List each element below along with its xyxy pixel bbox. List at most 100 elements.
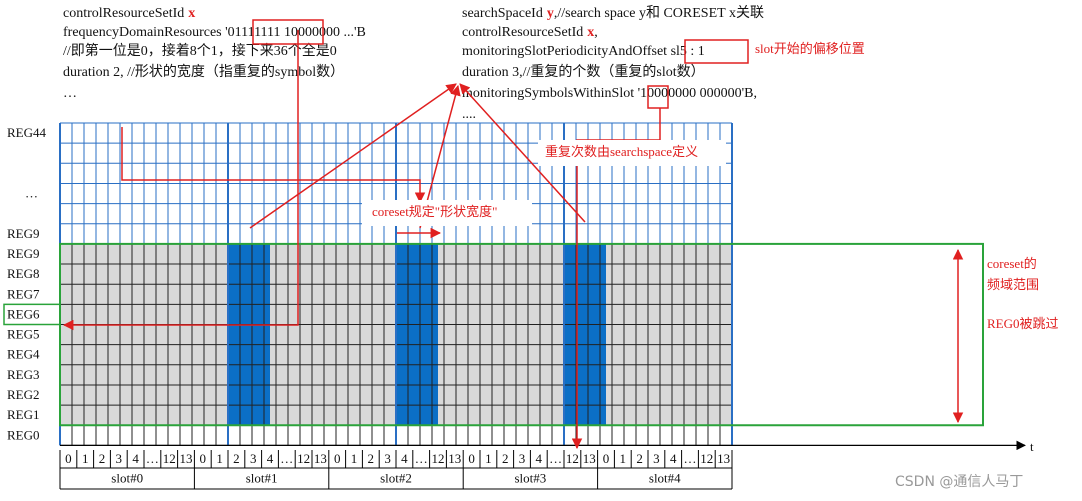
row-label: REG1: [7, 407, 40, 422]
symbol-label: 3: [384, 451, 391, 466]
symbol-label: 12: [163, 451, 176, 466]
row-label: REG8: [7, 266, 40, 281]
note-segment: …: [63, 86, 77, 101]
note-line: duration 3,//重复的个数（重复的slot数）: [462, 63, 705, 80]
resource-grid: REG44 … REG9 REG9 REG8 REG7 REG6 REG5 REG4 REG3 RE…: [3, 122, 1026, 490]
slot-label: slot#2: [380, 470, 412, 485]
note-line: //即第一位是0，接着8个1，接下来36个全是0: [63, 42, 337, 59]
row-label: REG9: [7, 226, 40, 241]
note-segment: x: [587, 25, 594, 40]
note-line: searchSpaceId y,//search space y和 CORESET…: [462, 5, 764, 21]
note-segment: frequencyDomainResources '01111111 10000…: [63, 25, 366, 40]
slot-label: slot#1: [246, 470, 278, 485]
annotation: REG0被跳过: [987, 316, 1059, 331]
axis-label: t: [1030, 439, 1034, 454]
note-line: monitoringSymbolsWithinSlot '10000000 00…: [462, 86, 757, 101]
note-line: monitoringSlotPeriodicityAndOffset sl5 :…: [462, 44, 705, 59]
note-line: duration 2, //形状的宽度（指重复的symbol数）: [63, 63, 344, 80]
row-label: REG3: [7, 367, 40, 382]
arrow: [121, 127, 426, 204]
row-label: REG4: [7, 347, 40, 362]
selected-row-label: [3, 303, 61, 326]
annotation: 重复次数由searchspace定义: [545, 144, 698, 159]
annotation: coreset的: [987, 256, 1037, 271]
symbol-label: 13: [717, 451, 730, 466]
note-segment: duration 2, //形状的宽度（指重复的symbol数）: [63, 63, 344, 80]
note-segment: ,: [594, 25, 598, 40]
symbol-label: 1: [620, 451, 627, 466]
symbol-label: …: [684, 451, 697, 466]
row-label: REG9: [7, 246, 40, 261]
note-line: …: [63, 86, 77, 101]
annotations: slot开始的偏移位置 重复次数由searchspace定义 coreset规定…: [362, 41, 1059, 490]
notes: controlResourceSetId x frequencyDomainReso…: [63, 5, 764, 122]
note-segment: //即第一位是0，接着8个1，接下来36个全是0: [63, 42, 337, 59]
annotation: slot开始的偏移位置: [755, 41, 865, 56]
symbol-label: 13: [180, 451, 193, 466]
row-label: REG7: [7, 286, 40, 301]
note-segment: ,//search space y和 CORESET x关联: [554, 5, 764, 21]
symbol-label: 13: [314, 451, 327, 466]
slot-label: slot#3: [515, 470, 547, 485]
note-line: controlResourceSetId x,: [462, 25, 598, 40]
symbol-label: 0: [200, 451, 207, 466]
note-line: controlResourceSetId x: [63, 6, 195, 21]
watermark: CSDN @通信人马丁: [895, 474, 1023, 490]
symbol-label: 4: [132, 451, 139, 466]
note-segment: duration 3,//重复的个数（重复的slot数）: [462, 63, 705, 80]
symbol-label: 4: [536, 451, 543, 466]
symbol-label: 4: [267, 451, 274, 466]
note-segment: controlResourceSetId: [462, 25, 583, 40]
symbol-label: 0: [468, 451, 475, 466]
arrow: [249, 83, 457, 229]
arrow: [62, 30, 299, 331]
slot-label: slot#0: [111, 470, 143, 485]
symbol-label: 1: [485, 451, 492, 466]
symbol-label: 3: [250, 451, 257, 466]
row-label: REG6: [7, 306, 40, 321]
row-label: REG5: [7, 327, 40, 342]
note-segment: ....: [462, 107, 476, 122]
row-label: …: [25, 186, 38, 201]
symbol-label: …: [280, 451, 293, 466]
symbol-label: 1: [216, 451, 223, 466]
pdcch-block: [564, 243, 606, 426]
note-line: ....: [462, 107, 476, 122]
symbol-label: 4: [401, 451, 408, 466]
symbol-label: …: [549, 451, 562, 466]
annotation: coreset规定"形状宽度": [372, 204, 497, 219]
symbol-label: 2: [233, 451, 240, 466]
highlight-box: [647, 85, 669, 109]
symbol-label: 2: [99, 451, 106, 466]
symbol-label: 0: [65, 451, 72, 466]
symbol-label: 1: [82, 451, 89, 466]
row-label: REG0: [7, 427, 40, 442]
symbol-label: 0: [334, 451, 341, 466]
symbol-label: 4: [670, 451, 677, 466]
symbol-label: 0: [603, 451, 610, 466]
symbol-label: 3: [116, 451, 123, 466]
coreset-outline: [59, 242, 984, 427]
note-line: frequencyDomainResources '01111111 10000…: [63, 25, 366, 40]
row-label: REG44: [7, 125, 47, 140]
symbol-label: 12: [566, 451, 579, 466]
note-segment: monitoringSlotPeriodicityAndOffset sl5 :…: [462, 44, 705, 59]
note-segment: x: [188, 6, 195, 21]
note-segment: controlResourceSetId: [63, 6, 184, 21]
symbol-label: 2: [368, 451, 375, 466]
symbol-label: 12: [297, 451, 310, 466]
slot-label: slot#4: [649, 470, 681, 485]
symbol-label: 13: [448, 451, 461, 466]
label-bg: [362, 200, 532, 226]
symbol-label: 1: [351, 451, 358, 466]
symbol-label: …: [415, 451, 428, 466]
symbol-label: 3: [519, 451, 526, 466]
label-bg: [538, 140, 726, 166]
symbol-label: 13: [583, 451, 596, 466]
symbol-label: …: [146, 451, 159, 466]
highlight-box: [684, 39, 749, 64]
note-segment: monitoringSymbolsWithinSlot '10000000 00…: [462, 86, 757, 101]
row-label: REG2: [7, 387, 40, 402]
symbol-label: 12: [700, 451, 713, 466]
